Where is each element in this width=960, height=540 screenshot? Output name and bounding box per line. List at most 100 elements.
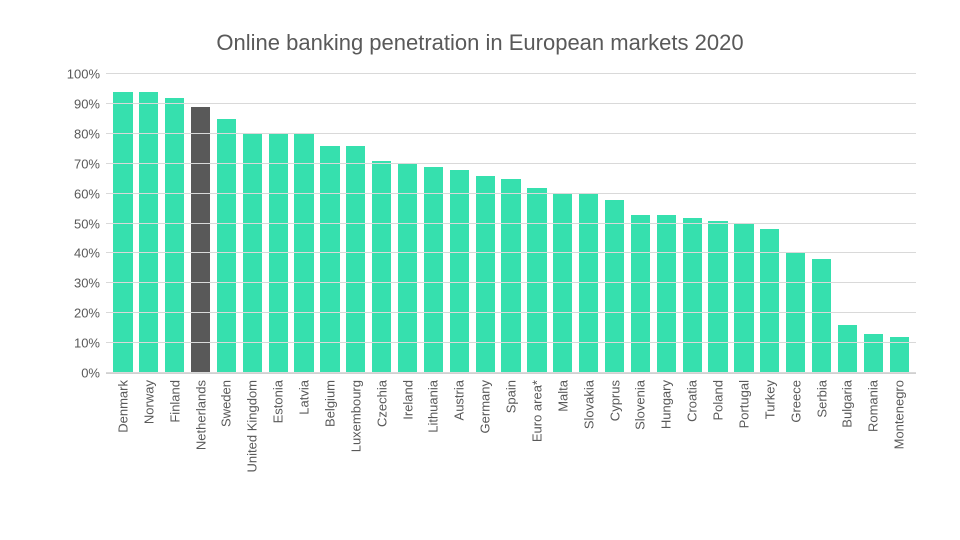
bar-slot	[628, 74, 654, 373]
bar-slot	[731, 74, 757, 373]
bar-slot	[369, 74, 395, 373]
grid-line	[106, 342, 916, 343]
bar-slot	[602, 74, 628, 373]
x-tick-label: Slovakia	[581, 380, 596, 429]
bar-slot	[214, 74, 240, 373]
bar	[734, 224, 753, 374]
x-label-slot: Slovenia	[628, 380, 654, 520]
x-label-slot: Netherlands	[188, 380, 214, 520]
x-label-slot: Serbia	[809, 380, 835, 520]
x-tick-label: Czechia	[374, 380, 389, 427]
x-label-slot: Estonia	[265, 380, 291, 520]
x-tick-label: Latvia	[297, 380, 312, 415]
bar	[320, 146, 339, 373]
bar-slot	[783, 74, 809, 373]
bar	[243, 134, 262, 373]
x-label-slot: Malta	[550, 380, 576, 520]
x-tick-label: Spain	[504, 380, 519, 413]
y-tick-label: 0%	[54, 366, 100, 381]
x-tick-label: Ireland	[400, 380, 415, 420]
grid-line	[106, 223, 916, 224]
bar-slot	[886, 74, 912, 373]
y-tick-label: 90%	[54, 96, 100, 111]
banking-penetration-chart: Online banking penetration in European m…	[0, 0, 960, 540]
x-tick-label: Romania	[866, 380, 881, 432]
bar	[760, 229, 779, 373]
x-tick-label: Germany	[478, 380, 493, 433]
x-label-slot: Croatia	[679, 380, 705, 520]
y-tick-label: 60%	[54, 186, 100, 201]
bar-slot	[653, 74, 679, 373]
x-label-slot: Cyprus	[602, 380, 628, 520]
x-tick-label: Bulgaria	[840, 380, 855, 428]
x-label-slot: Czechia	[369, 380, 395, 520]
bar	[191, 107, 210, 373]
x-tick-label: Euro area*	[529, 380, 544, 442]
grid-line	[106, 282, 916, 283]
y-tick-label: 80%	[54, 126, 100, 141]
bar-slot	[162, 74, 188, 373]
x-tick-label: Belgium	[322, 380, 337, 427]
x-tick-label: Slovenia	[633, 380, 648, 430]
bar	[708, 221, 727, 373]
bar-slot	[317, 74, 343, 373]
x-tick-label: Montenegro	[892, 380, 907, 449]
bar	[476, 176, 495, 373]
x-label-slot: Bulgaria	[835, 380, 861, 520]
x-label-slot: Lithuania	[421, 380, 447, 520]
bar-slot	[679, 74, 705, 373]
y-tick-label: 20%	[54, 306, 100, 321]
bar-slot	[576, 74, 602, 373]
x-label-slot: Spain	[498, 380, 524, 520]
x-tick-label: Norway	[141, 380, 156, 424]
grid-line	[106, 252, 916, 253]
bar	[527, 188, 546, 373]
x-label-slot: Slovakia	[576, 380, 602, 520]
grid-line	[106, 193, 916, 194]
x-tick-label: Denmark	[115, 380, 130, 433]
bars-container	[106, 74, 916, 373]
x-axis-labels: DenmarkNorwayFinlandNetherlandsSwedenUni…	[106, 380, 916, 520]
x-tick-label: Portugal	[736, 380, 751, 428]
x-tick-label: Sweden	[219, 380, 234, 427]
bar-slot	[265, 74, 291, 373]
x-tick-label: Netherlands	[193, 380, 208, 450]
x-tick-label: Finland	[167, 380, 182, 423]
x-tick-label: Luxembourg	[348, 380, 363, 452]
x-tick-label: Estonia	[271, 380, 286, 423]
x-label-slot: Ireland	[395, 380, 421, 520]
x-tick-label: Hungary	[659, 380, 674, 429]
bar	[864, 334, 883, 373]
x-label-slot: Euro area*	[524, 380, 550, 520]
grid-line	[106, 312, 916, 313]
x-tick-label: Poland	[711, 380, 726, 420]
x-label-slot: Turkey	[757, 380, 783, 520]
x-tick-label: Greece	[788, 380, 803, 423]
x-label-slot: Hungary	[653, 380, 679, 520]
x-tick-label: Lithuania	[426, 380, 441, 433]
x-tick-label: Turkey	[762, 380, 777, 419]
bar-slot	[809, 74, 835, 373]
bar-slot	[524, 74, 550, 373]
y-tick-label: 30%	[54, 276, 100, 291]
bar	[786, 253, 805, 373]
bar	[501, 179, 520, 373]
bar-slot	[239, 74, 265, 373]
grid-line	[106, 133, 916, 134]
bar-slot	[550, 74, 576, 373]
grid-line	[106, 163, 916, 164]
bar-slot	[395, 74, 421, 373]
x-label-slot: Montenegro	[886, 380, 912, 520]
bar-slot	[835, 74, 861, 373]
y-tick-label: 70%	[54, 156, 100, 171]
x-tick-label: Croatia	[685, 380, 700, 422]
bar-slot	[860, 74, 886, 373]
bar	[346, 146, 365, 373]
bar-slot	[188, 74, 214, 373]
plot-area: 0%10%20%30%40%50%60%70%80%90%100%	[106, 74, 916, 374]
x-label-slot: Romania	[860, 380, 886, 520]
x-label-slot: Luxembourg	[343, 380, 369, 520]
x-label-slot: Sweden	[214, 380, 240, 520]
y-tick-label: 50%	[54, 216, 100, 231]
bar-slot	[110, 74, 136, 373]
